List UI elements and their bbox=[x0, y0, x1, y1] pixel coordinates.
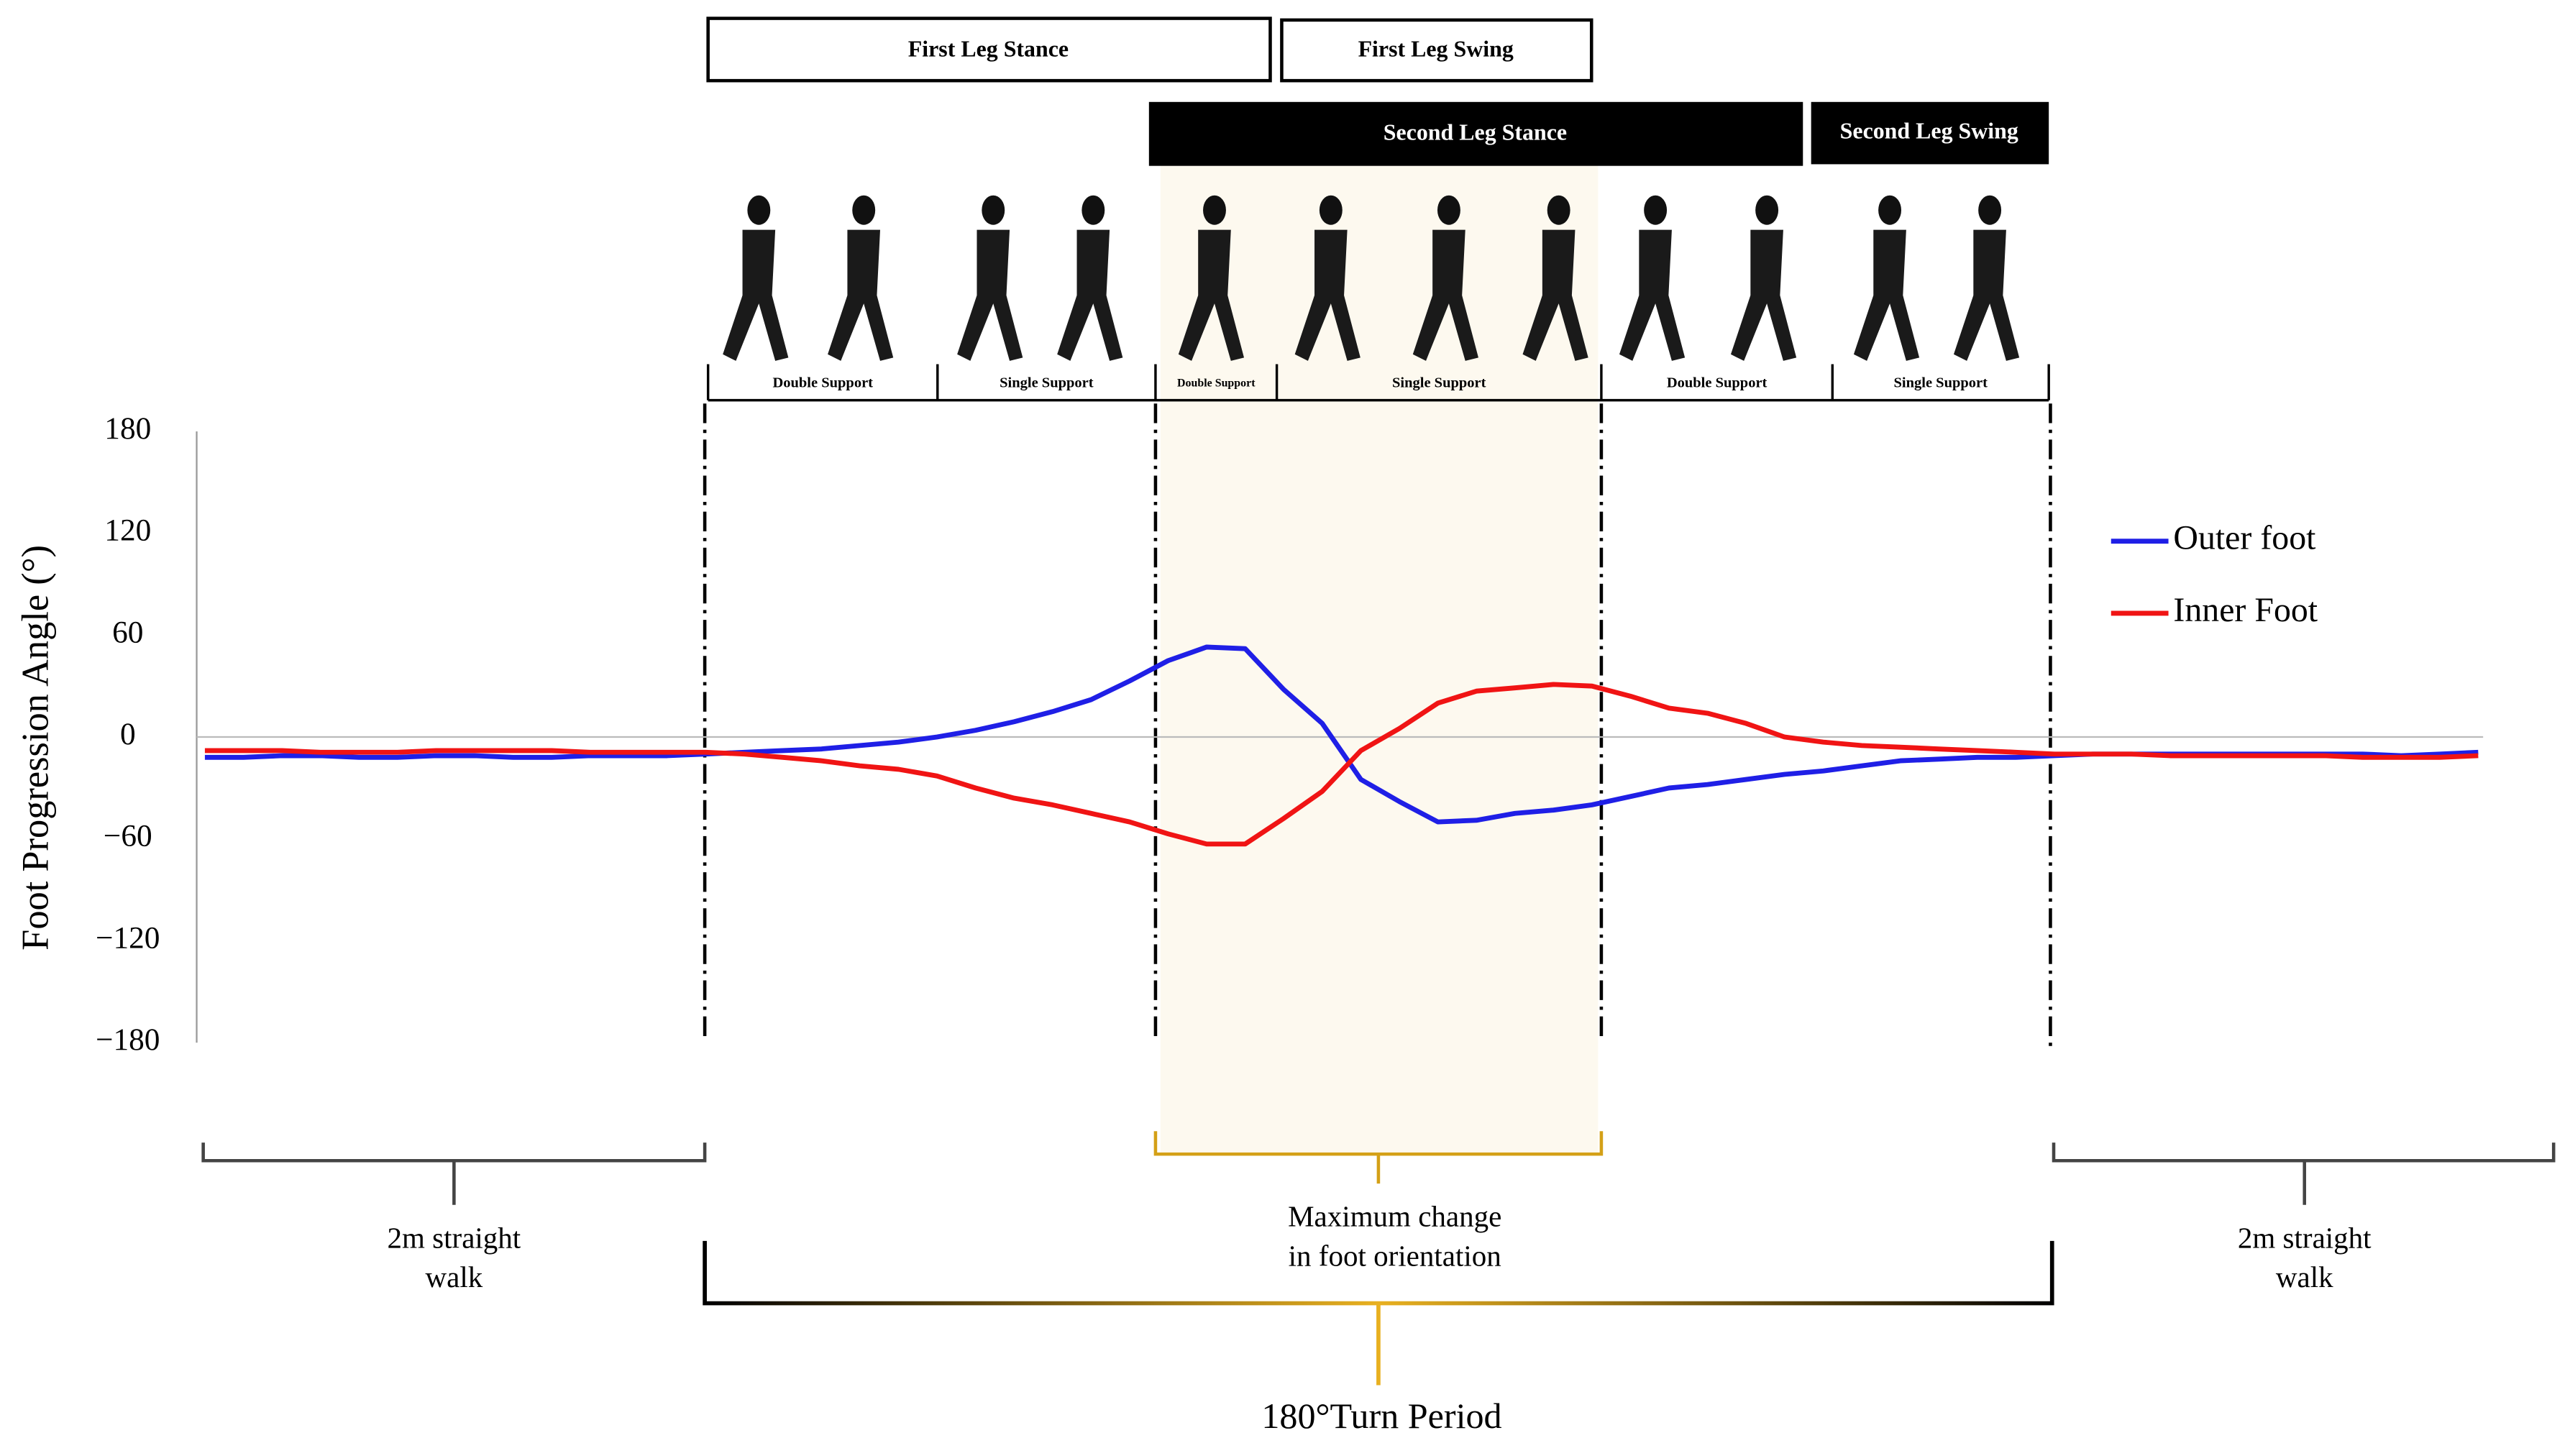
y-axis-label: Foot Progression Angle (°) bbox=[15, 545, 57, 951]
support-phases: Double Support Single Support Double Suppo… bbox=[706, 364, 2050, 400]
brace bbox=[1153, 1131, 1604, 1184]
legend-label: Outer foot bbox=[2173, 519, 2316, 557]
walking-figures bbox=[723, 195, 2020, 361]
body bbox=[828, 229, 894, 361]
head bbox=[1437, 195, 1460, 225]
annotation: Maximum change bbox=[1288, 1200, 1501, 1233]
y-tick-label: −120 bbox=[96, 920, 160, 955]
legend-label: Inner Foot bbox=[2173, 591, 2318, 629]
support-label: Double Support bbox=[772, 375, 873, 391]
annotation: walk bbox=[426, 1260, 483, 1294]
head bbox=[1081, 195, 1105, 225]
y-tick-label: 60 bbox=[112, 615, 143, 649]
support-label: Single Support bbox=[1392, 375, 1486, 391]
phase-box bbox=[1148, 101, 1803, 166]
body bbox=[1412, 229, 1478, 361]
support-label: Double Support bbox=[1667, 375, 1768, 391]
annotation: in foot orientation bbox=[1289, 1239, 1501, 1272]
body bbox=[1619, 229, 1686, 361]
body bbox=[723, 229, 789, 361]
brace bbox=[201, 1143, 707, 1205]
body bbox=[957, 229, 1023, 361]
body bbox=[1294, 229, 1361, 361]
body bbox=[1522, 229, 1588, 361]
phase-box bbox=[1811, 101, 2049, 165]
annotation: 2m straight bbox=[2238, 1221, 2372, 1254]
head bbox=[982, 195, 1005, 225]
head bbox=[1319, 195, 1343, 225]
annotation: 2m straight bbox=[388, 1221, 521, 1254]
body bbox=[1178, 229, 1245, 361]
support-label: Single Support bbox=[1000, 375, 1094, 391]
head bbox=[1878, 195, 1902, 225]
plot: 180 120 60 0 −60 −120 −180 Outer foot Inner Foot bbox=[96, 411, 2484, 1057]
phase-label: Second Leg Stance bbox=[1384, 120, 1567, 145]
phase-label: First Leg Swing bbox=[1358, 36, 1514, 61]
body bbox=[1953, 229, 2020, 361]
y-tick-label: −60 bbox=[104, 819, 152, 853]
phase-label: Second Leg Swing bbox=[1840, 118, 2018, 143]
head bbox=[1644, 195, 1668, 225]
y-tick-label: 0 bbox=[120, 717, 136, 751]
support-label: Single Support bbox=[1894, 375, 1988, 391]
head bbox=[747, 195, 771, 225]
body bbox=[1057, 229, 1123, 361]
phase-box bbox=[706, 17, 1272, 83]
brace bbox=[2052, 1143, 2556, 1205]
support-label: Double Support bbox=[1177, 377, 1256, 389]
y-tick-label: −180 bbox=[96, 1022, 160, 1057]
event-lines bbox=[703, 403, 2052, 1050]
head bbox=[1755, 195, 1779, 225]
body bbox=[1730, 229, 1797, 361]
phase-box bbox=[1280, 18, 1593, 83]
phase-label: First Leg Stance bbox=[908, 36, 1069, 61]
body bbox=[1853, 229, 1920, 361]
y-tick-label: 180 bbox=[104, 411, 151, 446]
annotation: 180°Turn Period bbox=[1261, 1396, 1501, 1436]
head bbox=[1978, 195, 2002, 225]
annotation: walk bbox=[2276, 1260, 2333, 1294]
head bbox=[1203, 195, 1226, 225]
head bbox=[852, 195, 876, 225]
head bbox=[1547, 195, 1570, 225]
y-tick-label: 120 bbox=[104, 513, 151, 548]
series-line bbox=[204, 682, 2479, 847]
